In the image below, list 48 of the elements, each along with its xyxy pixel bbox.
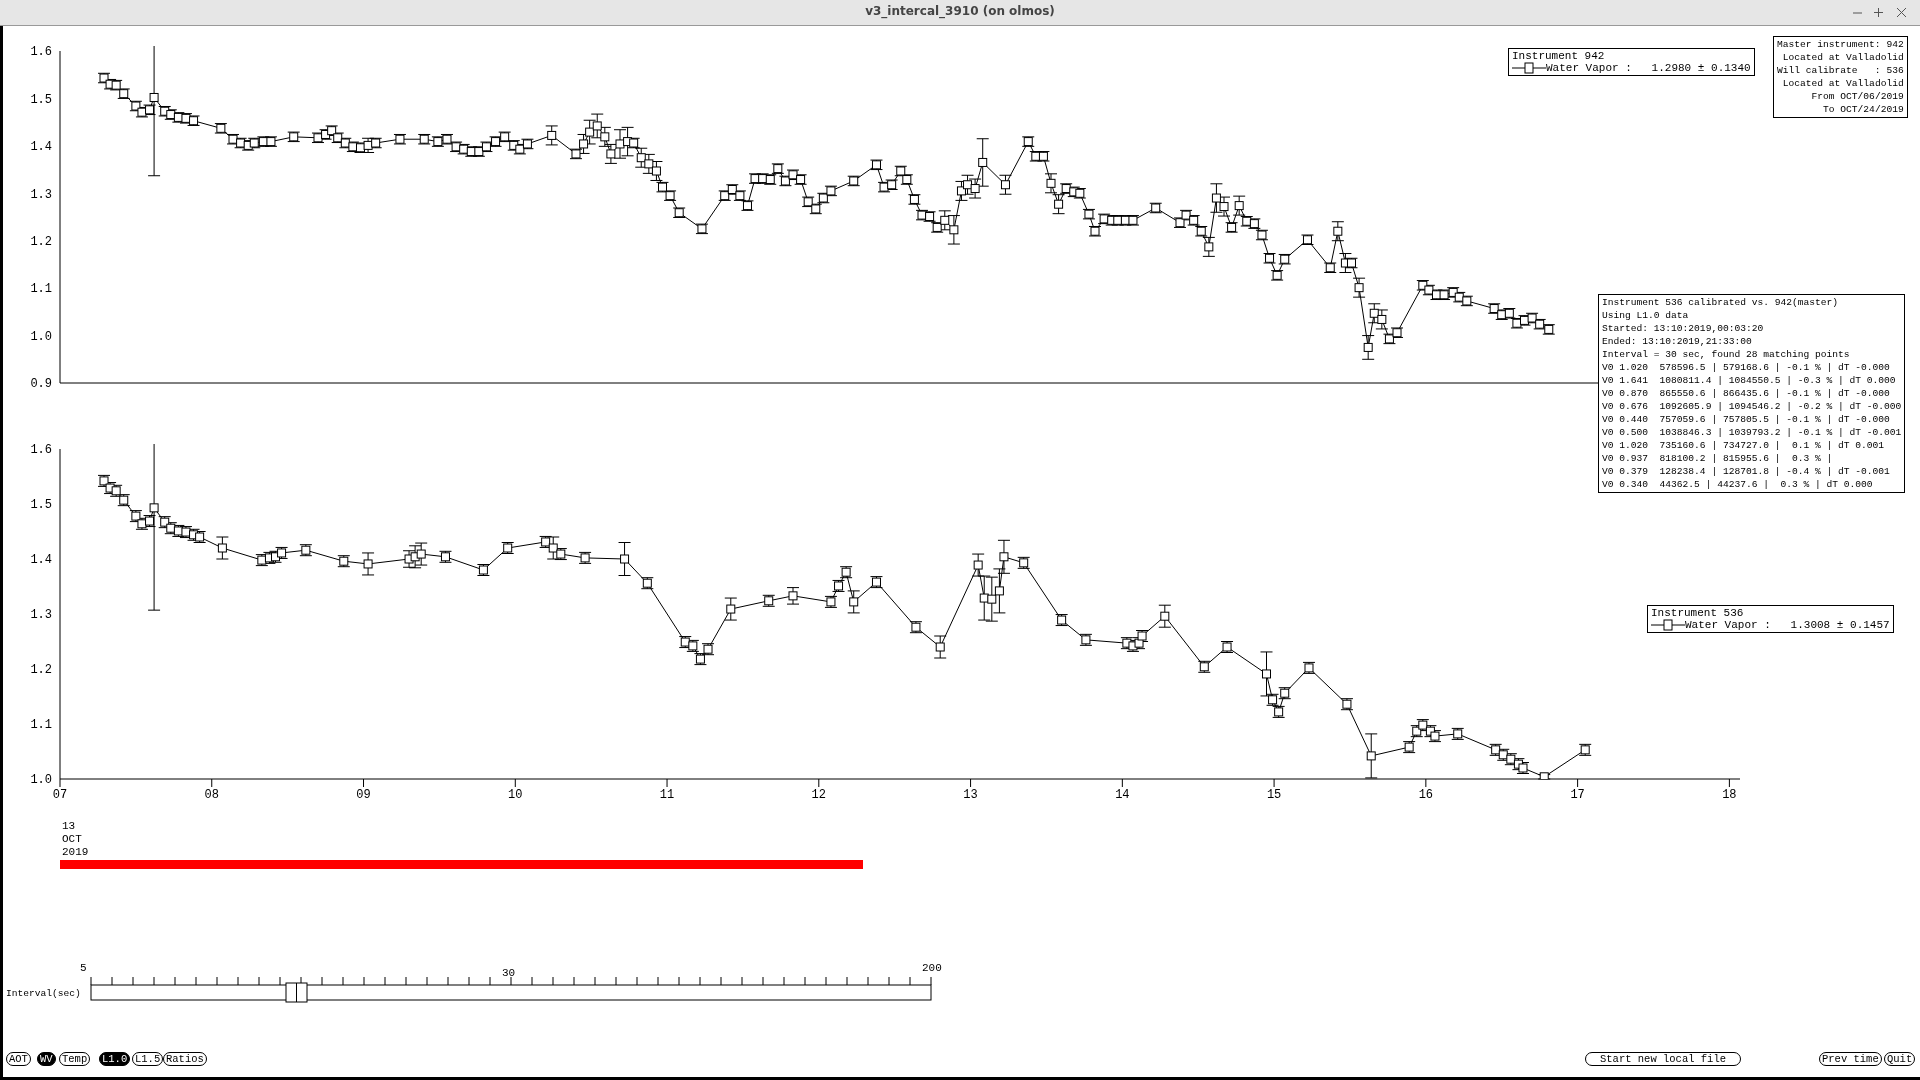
- text: v3_intercal_3910 (on olmos): [864, 4, 1056, 18]
- text: 5: [80, 962, 87, 974]
- y-tick-label: 1.0: [30, 329, 52, 344]
- legend-label: Water Vapor : 1.2980 ± 0.1340: [1546, 62, 1751, 74]
- x-tick-label: 14: [1115, 787, 1130, 802]
- y-tick-label: 1.6: [30, 443, 52, 458]
- text: 200: [922, 962, 942, 974]
- y-tick-label: 1.1: [30, 718, 52, 733]
- y-tick-label: 1.0: [30, 773, 52, 788]
- x-tick-label: 12: [811, 787, 827, 802]
- text: Ratios: [163, 1052, 207, 1066]
- x-tick-label: 07: [52, 787, 68, 802]
- x-tick-label: 16: [1418, 787, 1434, 802]
- x-tick-label: 09: [356, 787, 371, 802]
- y-tick-label: 1.2: [30, 234, 52, 249]
- text: Interval(sec): [6, 988, 81, 999]
- y-tick-label: 1.2: [30, 663, 52, 678]
- x-tick-label: 11: [659, 787, 675, 802]
- y-tick-label: 1.3: [30, 608, 52, 623]
- text: 30: [502, 967, 516, 979]
- legend-label: Water Vapor : 1.3008 ± 0.1457: [1685, 619, 1890, 631]
- x-tick-label: 13: [963, 787, 978, 802]
- y-tick-label: 1.1: [30, 282, 52, 297]
- text: Prev time: [1819, 1052, 1882, 1066]
- x-tick-label: 08: [204, 787, 219, 802]
- legend-title: Instrument 942: [1512, 50, 1606, 62]
- legend-title: Instrument 536: [1651, 607, 1745, 619]
- text: WV: [37, 1052, 56, 1066]
- text: Temp: [59, 1052, 91, 1066]
- x-tick-label: 10: [508, 787, 523, 802]
- text: Start new local file: [1585, 1052, 1741, 1066]
- text: L1.0: [99, 1052, 131, 1066]
- y-tick-label: 1.6: [30, 45, 52, 60]
- text: Quit: [1884, 1052, 1916, 1066]
- y-tick-label: 1.3: [30, 187, 52, 202]
- text: L1.5: [132, 1052, 164, 1066]
- y-tick-label: 1.5: [30, 498, 52, 513]
- y-tick-label: 1.4: [30, 553, 52, 568]
- text: Master instrument: 942 Located at Valladolid Will calibrate : 536 Located at Valladolid From OCT/06/2019 To OCT/24/2019: [1773, 36, 1908, 118]
- x-tick-label: 17: [1570, 787, 1585, 802]
- text: 13 OCT 2019: [62, 820, 89, 859]
- text: Instrument 536 calibrated vs. 942(master) Using L1.0 data Started: 13:10:2019,00:03:20 Ended: 13:10:2019,21:33:00 Interval = 30 sec, found 28 matching points V0 1.020 578596.5 | 579168.6 | -0.1 % | dT -0.000 V0 1.641 1080811.4 | 1084550.5 | -0.3 % | dT 0.000 V0 0.870 865550.6 | 866435.6 | -0.1 % | dT -0.000 V0 0.676 1092605.9 | 1094546.2 | -0.2 % | dT -0.000 V0 0.440 757059.6 | 757805.5 | -0.1 % | dT -0.000 V0 0.500 1038846.3 | 1039793.2 | -0.1 % | dT -0.001 V0 1.020 735160.6 | 734727.0 | 0.1 % | dT 0.001 V0 0.937 818100.2 | 815955.6 | 0.3 % | V0 0.379 128238.4 | 128701.8 | -0.4 % | dT -0.001 V0 0.340 44362.5 | 44237.6 | 0.3 % | dT 0.000: [1602, 297, 1902, 490]
- x-tick-label: 18: [1722, 787, 1737, 802]
- y-tick-label: 0.9: [30, 377, 52, 392]
- text: AOT: [6, 1052, 31, 1066]
- x-tick-label: 15: [1266, 787, 1282, 802]
- y-tick-label: 1.5: [30, 92, 52, 107]
- y-tick-label: 1.4: [30, 140, 52, 155]
